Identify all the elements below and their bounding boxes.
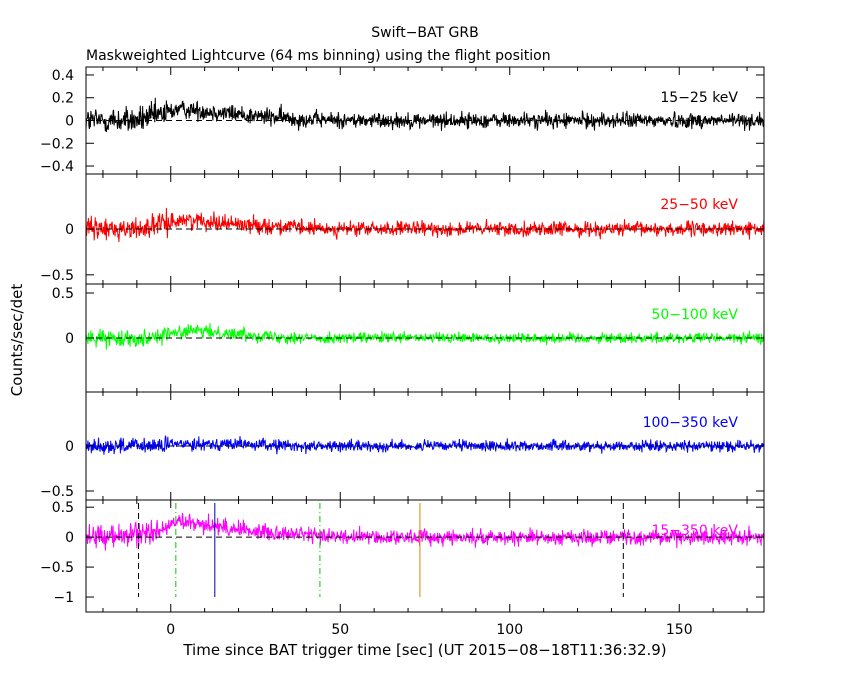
panel-4: 0 −0.5 100−350 keV <box>40 391 765 501</box>
y-tick-label: 0.5 <box>52 500 74 516</box>
y-tick-label: −0.5 <box>40 268 74 284</box>
panel-frame <box>85 499 765 613</box>
y-tick-label: −0.4 <box>40 159 74 175</box>
band-label: 50−100 keV <box>651 307 738 323</box>
y-tick-label: 0 <box>65 114 74 130</box>
y-tick-label: 0 <box>65 222 74 238</box>
panel-5: 0.5 0 −0.5 −1 15−350 keV 0 50 100 150 <box>40 499 765 638</box>
y-tick-label: −0.2 <box>40 136 74 152</box>
band-label: 15−350 keV <box>651 523 738 539</box>
x-axis-title: Time since BAT trigger time [sec] (UT 20… <box>182 641 666 659</box>
chart-title: Swift−BAT GRB <box>371 25 478 41</box>
band-label: 100−350 keV <box>643 415 739 431</box>
band-label: 25−50 keV <box>660 197 738 213</box>
y-axis-title: Counts/sec/det <box>8 284 26 397</box>
y-tick-label: −0.5 <box>40 560 74 576</box>
light-curve-line <box>86 323 764 350</box>
light-curve-line <box>86 512 764 551</box>
x-tick-label: 0 <box>166 622 175 638</box>
light-curve-line <box>86 207 764 243</box>
y-tick-label: 0 <box>65 530 74 546</box>
light-curve-line <box>86 97 764 133</box>
x-tick-label: 150 <box>666 622 693 638</box>
y-tick-label: 0 <box>65 331 74 347</box>
y-tick-label: −0.5 <box>40 484 74 500</box>
y-tick-label: 0.2 <box>52 91 74 107</box>
x-tick-label: 100 <box>496 622 523 638</box>
y-tick-label: 0.5 <box>52 286 74 302</box>
panel-3: 0.5 0 50−100 keV <box>52 283 765 393</box>
band-label: 15−25 keV <box>660 90 738 106</box>
panels-group: 0.4 0.2 0 −0.2 −0.4 15−25 keV 0 −0.5 25−50 keV 0.… <box>40 66 765 638</box>
chart-subtitle: Maskweighted Lightcurve (64 ms binning) … <box>86 48 551 64</box>
y-tick-label: 0 <box>65 439 74 455</box>
panel-1: 0.4 0.2 0 −0.2 −0.4 15−25 keV <box>40 66 765 175</box>
light-curve-line <box>86 435 764 455</box>
panel-2: 0 −0.5 25−50 keV <box>40 173 765 285</box>
y-tick-label: −1 <box>53 590 74 606</box>
x-tick-label: 50 <box>331 622 349 638</box>
y-tick-label: 0.4 <box>52 68 74 84</box>
